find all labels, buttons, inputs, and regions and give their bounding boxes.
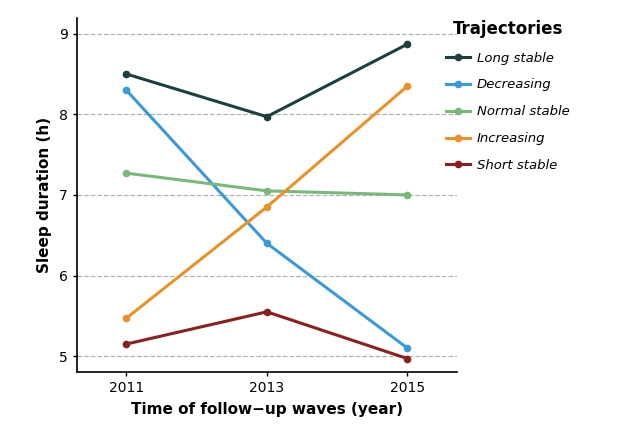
X-axis label: Time of follow−up waves (year): Time of follow−up waves (year) (131, 402, 403, 417)
Y-axis label: Sleep duration (h): Sleep duration (h) (37, 117, 52, 273)
Legend: Long stable, Decreasing, Normal stable, Increasing, Short stable: Long stable, Decreasing, Normal stable, … (446, 20, 569, 172)
